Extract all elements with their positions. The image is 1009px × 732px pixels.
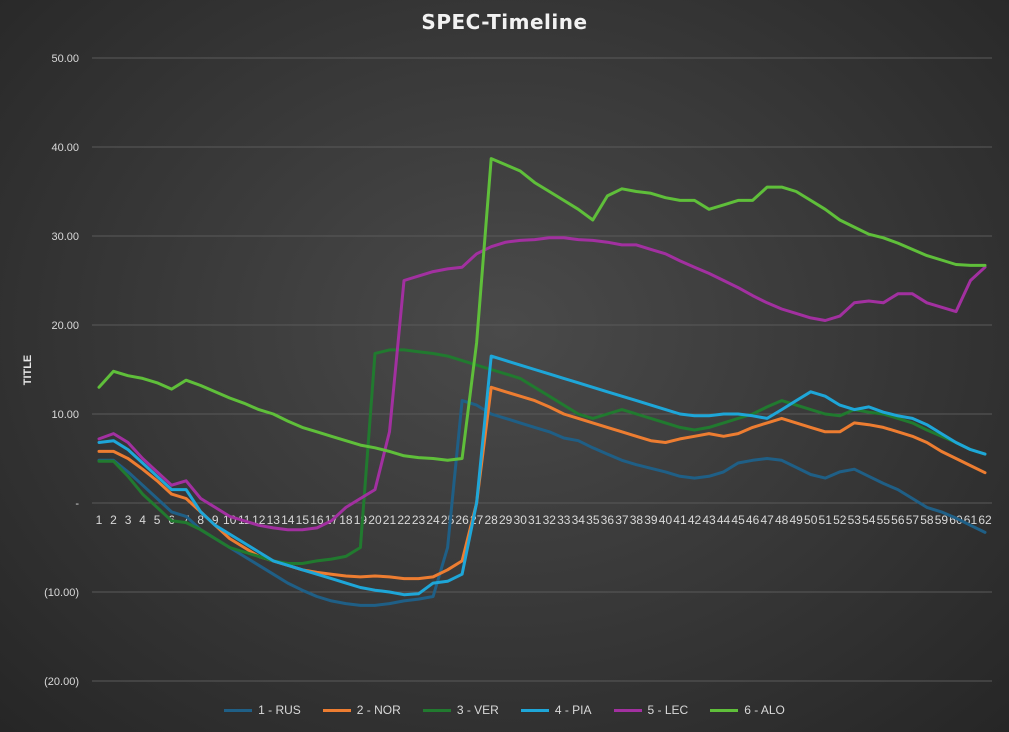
x-tick-label: 18 — [339, 513, 353, 527]
y-tick-label: - — [75, 498, 79, 510]
x-tick-label: 35 — [586, 513, 600, 527]
legend-item: 4 - PIA — [520, 703, 592, 717]
x-tick-label: 58 — [920, 513, 934, 527]
x-tick-label: 30 — [514, 513, 528, 527]
y-tick-label: (20.00) — [44, 676, 79, 688]
series-line-5 — [97, 236, 987, 532]
legend-label: 1 - RUS — [258, 703, 301, 717]
x-tick-label: 37 — [615, 513, 629, 527]
x-tick-label: 20 — [368, 513, 382, 527]
legend-item: 6 - ALO — [710, 703, 785, 717]
x-tick-label: 4 — [139, 513, 146, 527]
x-tick-label: 32 — [543, 513, 557, 527]
series-line-4 — [97, 354, 987, 597]
x-tick-label: 24 — [426, 513, 440, 527]
y-axis-title: TITLE — [22, 355, 34, 386]
x-tick-label: 31 — [528, 513, 542, 527]
chart-title: SPEC-Timeline — [421, 10, 588, 34]
legend-label: 3 - VER — [456, 703, 499, 717]
y-tick-label: 10.00 — [51, 409, 79, 421]
x-tick-label: 52 — [833, 513, 847, 527]
x-tick-label: 2 — [110, 513, 117, 527]
x-tick-label: 38 — [630, 513, 644, 527]
x-tick-label: 56 — [891, 513, 905, 527]
legend-label: 2 - NOR — [356, 703, 401, 717]
x-tick-label: 55 — [877, 513, 891, 527]
x-tick-label: 14 — [281, 513, 295, 527]
x-tick-label: 13 — [267, 513, 281, 527]
legend-swatch — [520, 708, 549, 712]
x-tick-label: 48 — [775, 513, 789, 527]
y-axis-ticks: 50.00 40.00 30.00 20.00 10.00 - (10.00) (20.00) — [44, 53, 79, 688]
x-tick-label: 43 — [702, 513, 716, 527]
x-tick-label: 23 — [412, 513, 426, 527]
x-tick-label: 49 — [790, 513, 804, 527]
x-tick-label: 1 — [96, 513, 103, 527]
chart-plot: 50.00 40.00 30.00 20.00 10.00 - (10.00) (20.00)… — [22, 53, 992, 688]
legend: 1 - RUS 2 - NOR 3 - VER 4 - PIA 5 - LEC 6 - A… — [0, 703, 1009, 717]
series-line-3 — [97, 348, 987, 565]
x-tick-label: 34 — [572, 513, 586, 527]
x-tick-label: 40 — [659, 513, 673, 527]
x-tick-label: 36 — [601, 513, 615, 527]
series-line-1 — [97, 399, 987, 607]
x-tick-label: 39 — [644, 513, 658, 527]
x-tick-label: 21 — [383, 513, 397, 527]
legend-swatch — [224, 708, 253, 712]
x-tick-label: 9 — [212, 513, 219, 527]
legend-swatch — [422, 708, 451, 712]
series-lines — [97, 157, 987, 607]
legend-item: 1 - RUS — [224, 703, 301, 717]
legend-swatch — [710, 708, 739, 712]
x-tick-label: 29 — [499, 513, 513, 527]
x-axis-ticks: 1 2 3 4 5 6 7 8 9 10 11 12 13 14 15 16 17 18 19 20 21 22 23 24 2… — [96, 513, 992, 527]
series-line-2 — [97, 385, 987, 581]
legend-label: 4 - PIA — [554, 703, 592, 717]
x-tick-label: 25 — [441, 513, 455, 527]
x-tick-label: 41 — [673, 513, 687, 527]
x-tick-label: 45 — [731, 513, 745, 527]
x-tick-label: 33 — [557, 513, 571, 527]
x-tick-label: 47 — [760, 513, 774, 527]
gridlines — [92, 57, 992, 682]
y-tick-label: 40.00 — [51, 142, 79, 154]
legend-swatch — [322, 708, 351, 712]
y-tick-label: 20.00 — [51, 320, 79, 332]
y-tick-label: 50.00 — [51, 53, 79, 65]
y-tick-label: 30.00 — [51, 231, 79, 243]
x-tick-label: 16 — [310, 513, 324, 527]
y-tick-label: (10.00) — [44, 587, 79, 599]
legend-item: 2 - NOR — [322, 703, 401, 717]
x-tick-label: 7 — [183, 513, 190, 527]
x-tick-label: 28 — [484, 513, 498, 527]
x-tick-label: 44 — [717, 513, 731, 527]
legend-label: 5 - LEC — [647, 703, 689, 717]
x-tick-label: 5 — [154, 513, 161, 527]
x-tick-label: 15 — [296, 513, 310, 527]
x-tick-label: 51 — [819, 513, 833, 527]
x-tick-label: 57 — [906, 513, 920, 527]
x-tick-label: 50 — [804, 513, 818, 527]
x-tick-label: 54 — [862, 513, 876, 527]
x-tick-label: 53 — [848, 513, 862, 527]
legend-item: 3 - VER — [422, 703, 499, 717]
x-tick-label: 22 — [397, 513, 411, 527]
x-tick-label: 59 — [935, 513, 949, 527]
x-tick-label: 26 — [455, 513, 469, 527]
legend-swatch — [613, 708, 642, 712]
x-tick-label: 3 — [125, 513, 132, 527]
x-tick-label: 42 — [688, 513, 702, 527]
x-tick-label: 62 — [978, 513, 992, 527]
legend-item: 5 - LEC — [613, 703, 689, 717]
series-line-6 — [97, 157, 987, 462]
legend-label: 6 - ALO — [744, 703, 785, 717]
x-tick-label: 46 — [746, 513, 760, 527]
x-tick-label: 8 — [197, 513, 204, 527]
